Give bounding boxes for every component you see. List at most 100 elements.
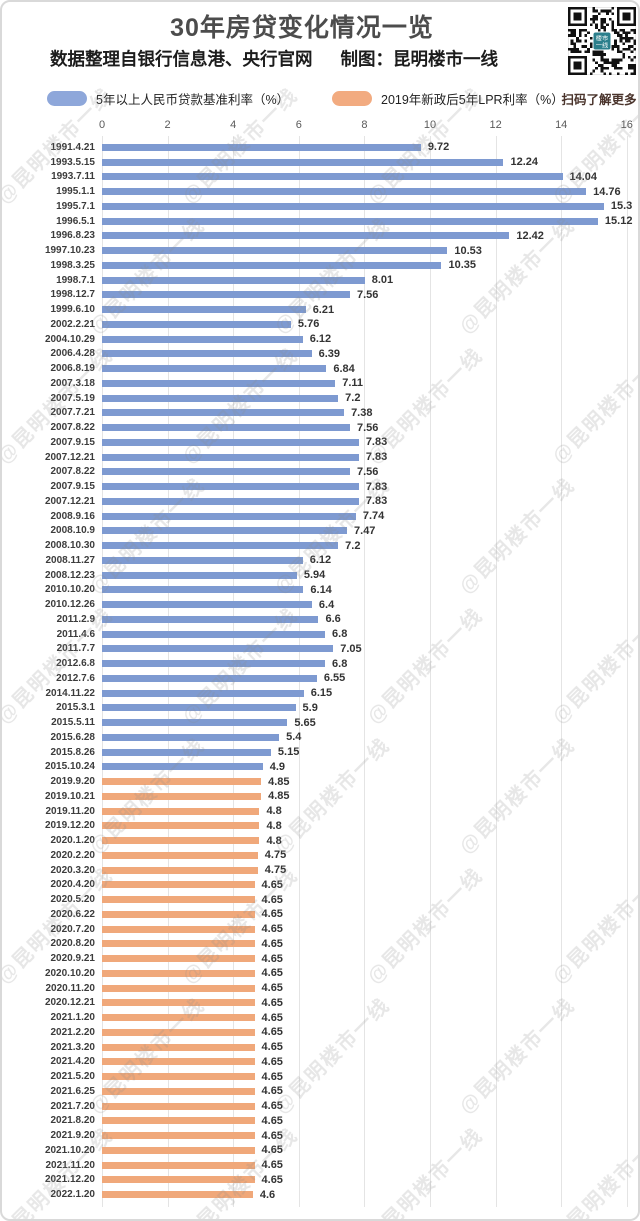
bar-value-label: 7.56 bbox=[356, 421, 379, 434]
chart-row: 1997.10.23 10.53 bbox=[2, 243, 638, 258]
row-date-label: 2020.3.20 bbox=[50, 864, 96, 876]
chart-row: 2015.5.11 5.65 bbox=[2, 715, 638, 730]
gridline bbox=[298, 136, 300, 1207]
bar-value-label: 4.65 bbox=[261, 1129, 283, 1142]
row-date-label: 1998.12.7 bbox=[50, 289, 96, 301]
bar-value-label: 6.8 bbox=[332, 657, 348, 670]
rate-bar bbox=[102, 1102, 255, 1110]
rate-bar bbox=[102, 483, 359, 491]
row-date-label: 2022.1.20 bbox=[50, 1189, 96, 1201]
chart-row: 2012.7.6 6.55 bbox=[2, 671, 638, 686]
rate-bar bbox=[102, 556, 303, 564]
bar-value-label: 4.65 bbox=[261, 893, 283, 906]
chart-row: 2022.1.20 4.6 bbox=[2, 1187, 638, 1202]
rate-bar bbox=[102, 306, 306, 314]
bar-value-label: 5.76 bbox=[297, 318, 320, 331]
gridline bbox=[626, 136, 628, 1207]
bar-value-label: 6.14 bbox=[310, 583, 332, 596]
bar-value-label: 7.2 bbox=[345, 392, 361, 405]
bar-value-label: 14.04 bbox=[569, 170, 598, 183]
rate-bar bbox=[102, 1028, 255, 1036]
bar-value-label: 5.4 bbox=[286, 731, 302, 744]
rate-bar bbox=[102, 881, 255, 889]
row-date-label: 2020.5.20 bbox=[50, 894, 96, 906]
bar-value-label: 9.72 bbox=[427, 141, 450, 154]
bar-value-label: 4.8 bbox=[266, 834, 282, 847]
bar-value-label: 6.15 bbox=[310, 687, 333, 700]
chart-row: 2008.10.30 7.2 bbox=[2, 538, 638, 553]
row-date-label: 2015.8.26 bbox=[50, 746, 96, 758]
bar-value-label: 4.65 bbox=[261, 1114, 283, 1127]
row-date-label: 2021.4.20 bbox=[50, 1056, 96, 1068]
bar-value-label: 7.56 bbox=[356, 465, 379, 478]
row-date-label: 2020.4.20 bbox=[50, 879, 96, 891]
chart-row: 2021.5.20 4.65 bbox=[2, 1069, 638, 1084]
rate-bar bbox=[102, 940, 255, 948]
rate-bar bbox=[102, 660, 326, 668]
bar-value-label: 5.94 bbox=[303, 569, 326, 582]
bar-value-label: 4.65 bbox=[261, 952, 283, 965]
row-date-label: 2021.1.20 bbox=[50, 1012, 96, 1024]
row-date-label: 2010.12.26 bbox=[44, 599, 95, 611]
bar-value-label: 7.83 bbox=[365, 480, 388, 493]
bar-value-label: 4.65 bbox=[261, 878, 283, 891]
bar-value-label: 7.38 bbox=[351, 406, 373, 419]
subtitle: 数据整理自银行信息港、央行官网 制图：昆明楼市一线 bbox=[50, 46, 498, 71]
chart-row: 2020.5.20 4.65 bbox=[2, 892, 638, 907]
row-date-label: 1997.10.23 bbox=[44, 245, 95, 257]
rate-bar bbox=[102, 438, 359, 446]
row-date-label: 1995.7.1 bbox=[56, 200, 95, 212]
bar-value-label: 7.83 bbox=[365, 495, 388, 508]
chart-row: 2021.11.20 4.65 bbox=[2, 1158, 638, 1173]
bar-value-label: 7.05 bbox=[340, 642, 362, 655]
chart-row: 2020.8.20 4.65 bbox=[2, 937, 638, 952]
chart-row: 2007.8.22 7.56 bbox=[2, 420, 638, 435]
bar-value-label: 4.75 bbox=[264, 849, 287, 862]
x-axis-tick-label: 0 bbox=[98, 119, 106, 131]
rate-bar bbox=[102, 247, 448, 255]
bar-value-label: 4.65 bbox=[261, 1055, 283, 1068]
row-date-label: 1998.3.25 bbox=[50, 259, 96, 271]
rate-bar bbox=[102, 276, 365, 284]
bar-value-label: 4.65 bbox=[261, 1173, 283, 1186]
row-date-label: 2006.8.19 bbox=[50, 363, 96, 375]
rate-bar bbox=[102, 866, 258, 874]
row-date-label: 2007.9.15 bbox=[50, 436, 96, 448]
bar-rows: 1991.4.21 9.72 1993.5.15 12.24 1993.7.11 14.0… bbox=[2, 140, 638, 1202]
chart-row: 2006.4.28 6.39 bbox=[2, 347, 638, 362]
chart-row: 2021.10.20 4.65 bbox=[2, 1143, 638, 1158]
row-date-label: 2021.8.20 bbox=[50, 1115, 96, 1127]
bar-value-label: 6.4 bbox=[318, 598, 335, 611]
rate-bar bbox=[102, 689, 304, 697]
row-date-label: 2006.4.28 bbox=[50, 348, 96, 360]
chart-row: 2021.1.20 4.65 bbox=[2, 1010, 638, 1025]
bar-value-label: 5.9 bbox=[302, 701, 318, 714]
rate-bar bbox=[102, 291, 350, 299]
rate-bar bbox=[102, 822, 260, 830]
chart-row: 2011.2.9 6.6 bbox=[2, 612, 638, 627]
row-date-label: 1996.8.23 bbox=[50, 230, 96, 242]
rate-bar bbox=[102, 704, 296, 712]
rate-bar bbox=[102, 719, 288, 727]
chart-row: 2007.3.18 7.11 bbox=[2, 376, 638, 391]
row-date-label: 2021.2.20 bbox=[50, 1026, 96, 1038]
row-date-label: 2021.12.20 bbox=[44, 1174, 95, 1186]
rate-bar bbox=[102, 851, 258, 859]
chart-row: 2020.4.20 4.65 bbox=[2, 878, 638, 893]
bar-value-label: 4.8 bbox=[266, 819, 282, 832]
bar-value-label: 4.9 bbox=[269, 760, 286, 773]
rate-bar bbox=[102, 1161, 255, 1169]
rate-bar bbox=[102, 896, 255, 904]
bar-value-label: 4.65 bbox=[261, 1100, 283, 1113]
chart-row: 2020.6.22 4.65 bbox=[2, 907, 638, 922]
chart-row: 2011.7.7 7.05 bbox=[2, 642, 638, 657]
rate-bar bbox=[102, 1087, 255, 1095]
x-axis-tick-label: 10 bbox=[423, 119, 437, 131]
row-date-label: 2020.6.22 bbox=[50, 908, 96, 920]
chart-row: 2008.11.27 6.12 bbox=[2, 553, 638, 568]
bar-value-label: 7.11 bbox=[342, 377, 364, 390]
rate-bar bbox=[102, 1073, 255, 1081]
chart-row: 2021.12.20 4.65 bbox=[2, 1173, 638, 1188]
row-date-label: 2019.10.21 bbox=[44, 790, 95, 802]
